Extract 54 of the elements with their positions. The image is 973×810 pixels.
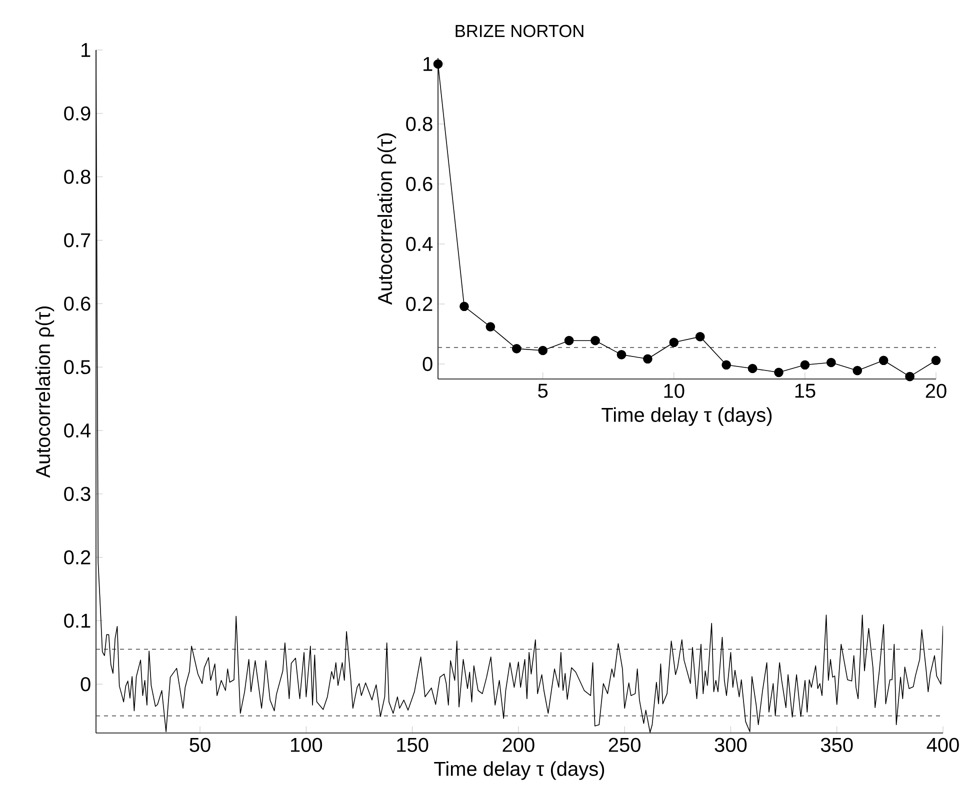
- y-tick-label: 1: [424, 57, 432, 71]
- y-tick-label: 0.4: [406, 236, 433, 252]
- y-tick-label: 0.4: [64, 423, 91, 438]
- point: [460, 302, 469, 312]
- chart-title: BRIZE NORTON: [456, 24, 584, 38]
- point: [695, 332, 705, 342]
- x-tick-label: 20: [926, 384, 946, 398]
- point: [643, 354, 652, 364]
- x-axis-title: Time delay τ (days): [434, 761, 604, 780]
- point: [538, 346, 548, 356]
- point: [669, 338, 679, 348]
- point: [878, 356, 888, 366]
- point: [748, 364, 758, 374]
- y-tick-label: 0: [422, 356, 432, 372]
- point: [564, 336, 574, 346]
- x-axis-title: Time delay τ (days): [602, 407, 772, 426]
- y-tick-label: 0.7: [64, 233, 90, 248]
- y-tick-label: 0.1: [64, 614, 90, 628]
- y-tick-label: 0.2: [406, 296, 432, 312]
- y-axis-title: Autocorrelation ρ(τ): [377, 133, 396, 305]
- x-tick-label: 150: [397, 738, 428, 752]
- point: [590, 336, 600, 346]
- point: [486, 322, 496, 332]
- y-axis-title: Autocorrelation ρ(τ): [35, 306, 54, 478]
- x-tick-label: 400: [926, 738, 959, 752]
- y-tick-label: 1: [82, 43, 90, 57]
- point: [433, 59, 443, 69]
- point: [931, 356, 941, 366]
- point: [852, 366, 862, 376]
- point: [905, 372, 914, 382]
- y-tick-label: 0.9: [64, 106, 90, 120]
- y-tick-label: 0.5: [64, 360, 90, 374]
- point: [774, 368, 784, 378]
- point: [512, 344, 522, 354]
- y-tick-label: 0.6: [64, 296, 90, 311]
- y-tick-label: 0.3: [64, 486, 90, 501]
- x-tick-label: 250: [608, 738, 640, 752]
- y-tick-label: 0.8: [406, 116, 432, 132]
- y-tick-label: 0: [80, 677, 90, 692]
- point: [800, 360, 810, 370]
- x-tick-label: 300: [714, 738, 747, 752]
- x-tick-label: 100: [291, 738, 322, 752]
- point: [722, 360, 731, 370]
- x-tick-label: 15: [795, 384, 816, 398]
- y-tick-label: 0.2: [64, 550, 90, 564]
- x-tick-label: 200: [502, 738, 534, 752]
- x-tick-label: 5: [538, 384, 548, 398]
- y-tick-label: 0.6: [406, 176, 432, 192]
- x-tick-label: 350: [820, 738, 853, 752]
- x-tick-label: 10: [664, 384, 684, 398]
- point: [826, 358, 836, 368]
- x-tick-label: 50: [190, 738, 210, 752]
- y-tick-label: 0.8: [64, 170, 90, 184]
- point: [616, 350, 626, 360]
